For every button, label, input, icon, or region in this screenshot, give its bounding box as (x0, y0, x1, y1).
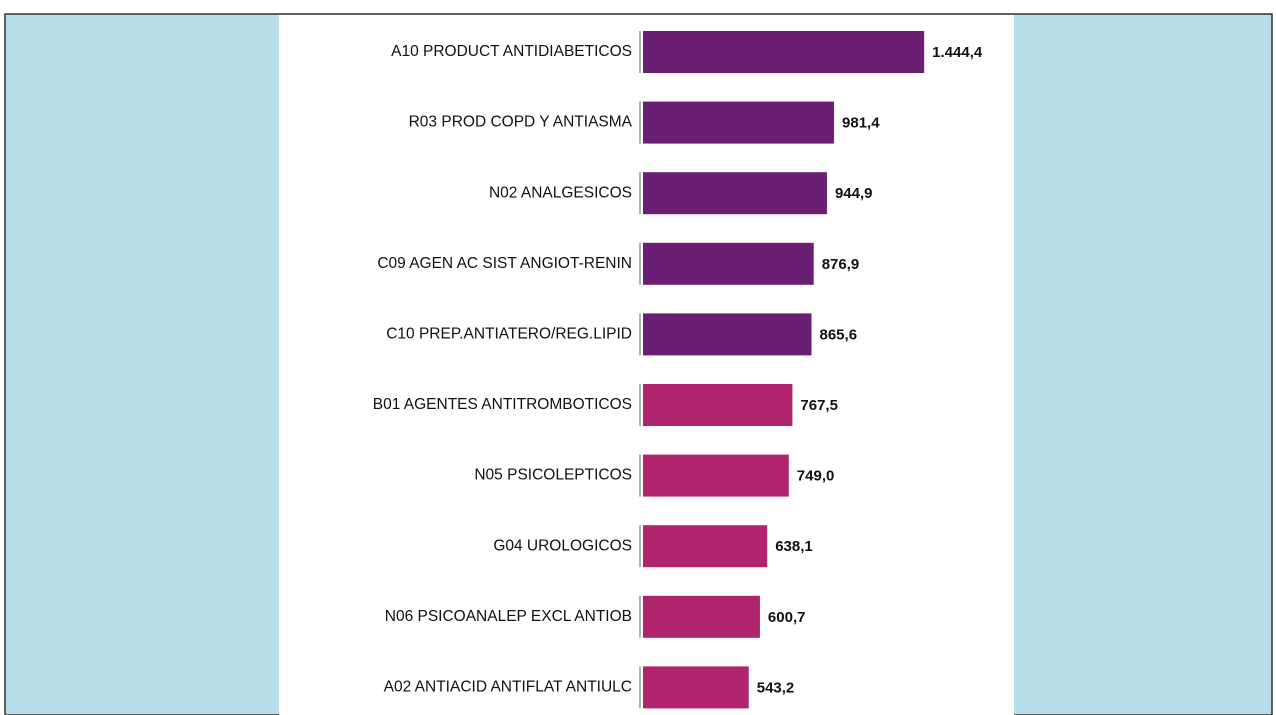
category-label: B01 AGENTES ANTITROMBOTICOS (373, 396, 632, 413)
value-label: 876,9 (822, 256, 860, 273)
category-label: G04 UROLOGICOS (493, 537, 632, 554)
value-label: 543,2 (757, 679, 795, 696)
bar (643, 242, 814, 285)
bar (643, 666, 749, 709)
value-label: 749,0 (797, 468, 835, 485)
bar (643, 172, 827, 215)
category-label: C09 AGEN AC SIST ANGIOT-RENIN (377, 255, 632, 272)
bar (643, 384, 793, 426)
bar (643, 313, 812, 356)
value-label: 638,1 (775, 538, 813, 555)
value-label: 865,6 (820, 326, 858, 343)
bar (643, 454, 789, 497)
bar (643, 101, 835, 144)
value-label: 1.444,4 (932, 44, 983, 61)
value-label: 600,7 (768, 609, 806, 626)
category-label: A02 ANTIACID ANTIFLAT ANTIULC (384, 678, 632, 695)
category-label: C10 PREP.ANTIATERO/REG.LIPID (386, 325, 632, 342)
bar (643, 31, 925, 73)
category-label: N05 PSICOLEPTICOS (474, 467, 632, 484)
category-label: R03 PROD COPD Y ANTIASMA (409, 114, 633, 131)
category-label: A10 PRODUCT ANTIDIABETICOS (391, 43, 632, 60)
bar (643, 595, 760, 638)
category-label: N02 ANALGESICOS (489, 184, 632, 201)
value-label: 767,5 (800, 397, 838, 414)
category-label: N06 PSICOANALEP EXCL ANTIOB (385, 608, 632, 625)
value-label: 944,9 (835, 185, 873, 202)
bar (643, 525, 768, 568)
value-label: 981,4 (842, 115, 880, 132)
